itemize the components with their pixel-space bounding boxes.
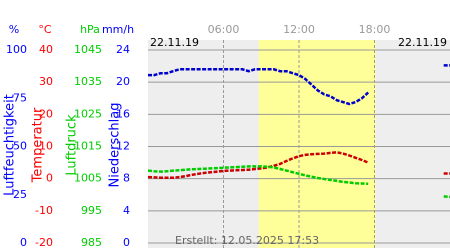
data-line	[147, 165, 450, 199]
data-line	[147, 151, 450, 179]
axis-unit: %	[9, 23, 19, 36]
y-tick-label: 0	[123, 236, 130, 249]
y-tick-label: 1035	[74, 75, 102, 88]
axis-title: Luftdruck	[65, 114, 80, 176]
y-tick-label: 24	[116, 43, 130, 56]
axis-title: Temperatur	[31, 107, 46, 183]
shaded-span	[258, 40, 376, 248]
y-tick-label: 20	[39, 107, 53, 120]
y-tick-label: 1015	[74, 140, 102, 153]
y-tick-label: 10	[39, 140, 53, 153]
y-tick-label: 4	[123, 204, 130, 217]
axis-unit: mm/h	[102, 23, 134, 36]
date-right: 22.11.19	[398, 36, 447, 49]
plot	[147, 40, 450, 248]
y-tick-label: 20	[116, 75, 130, 88]
x-tick-label: 18:00	[359, 23, 391, 36]
y-tick-label: 1045	[74, 43, 102, 56]
y-tick-label: 0	[46, 172, 53, 185]
y-tick-label: 30	[39, 75, 53, 88]
y-tick-label: 100	[6, 43, 27, 56]
y-tick-label: 75	[13, 91, 27, 104]
y-tick-label: 8	[123, 172, 130, 185]
annotation: Erstellt: 12.05.2025 17:53	[175, 234, 319, 247]
y-tick-label: -20	[35, 236, 53, 249]
y-tick-label: 25	[13, 188, 27, 201]
y-tick-label: 16	[116, 107, 130, 120]
x-tick-label: 06:00	[208, 23, 240, 36]
y-tick-label: 985	[81, 236, 102, 249]
data-line	[148, 64, 450, 106]
y-tick-label: 995	[81, 204, 102, 217]
y-tick-label: -10	[35, 204, 53, 217]
y-tick-label: 1005	[74, 172, 102, 185]
y-tick-label: 50	[13, 140, 27, 153]
x-tick-label: 12:00	[283, 23, 315, 36]
y-tick-label: 1025	[74, 107, 102, 120]
axis-unit: °C	[38, 23, 52, 36]
y-tick-label: 40	[39, 43, 53, 56]
axis-title: Luftfeuchtigkeit	[3, 94, 18, 196]
y-tick-label: 12	[116, 140, 130, 153]
y-tick-label: 0	[20, 236, 27, 249]
date-left: 22.11.19	[150, 36, 199, 49]
axis-unit: hPa	[80, 23, 100, 36]
axis-title: Niederschlag	[108, 103, 123, 188]
